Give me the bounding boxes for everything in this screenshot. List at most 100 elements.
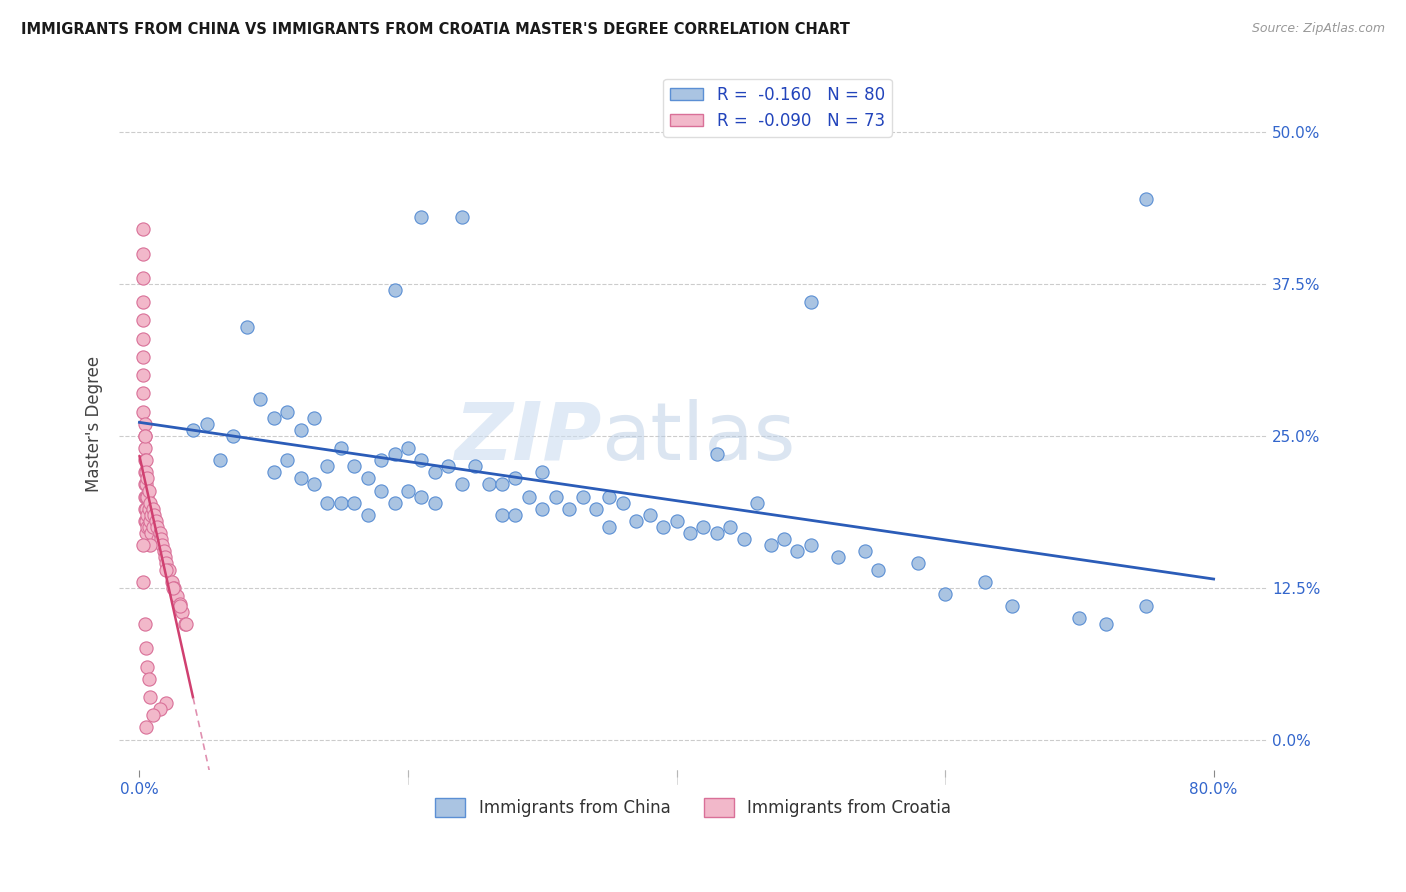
Point — [773, 532, 796, 546]
Point — [827, 550, 849, 565]
Point — [142, 708, 165, 723]
Point — [706, 526, 728, 541]
Point — [134, 429, 156, 443]
Point — [155, 562, 177, 576]
Point — [800, 538, 823, 552]
Point — [139, 496, 162, 510]
Point — [598, 490, 620, 504]
Point — [153, 550, 176, 565]
Text: Source: ZipAtlas.com: Source: ZipAtlas.com — [1251, 22, 1385, 36]
Point — [139, 538, 162, 552]
Point — [491, 477, 513, 491]
Point — [139, 514, 162, 528]
Point — [136, 471, 159, 485]
Point — [132, 404, 155, 418]
Point — [477, 477, 499, 491]
Point — [136, 659, 159, 673]
Point — [665, 514, 688, 528]
Point — [135, 477, 157, 491]
Point — [934, 587, 956, 601]
Point — [450, 210, 472, 224]
Point — [162, 581, 184, 595]
Point — [384, 496, 406, 510]
Point — [138, 501, 160, 516]
Point — [571, 490, 593, 504]
Point — [166, 589, 188, 603]
Point — [142, 501, 165, 516]
Point — [160, 574, 183, 589]
Point — [172, 605, 194, 619]
Point — [396, 483, 419, 498]
Point — [134, 429, 156, 443]
Point — [343, 496, 366, 510]
Point — [396, 441, 419, 455]
Point — [276, 404, 298, 418]
Point — [222, 429, 245, 443]
Point — [149, 532, 172, 546]
Point — [135, 721, 157, 735]
Point — [343, 459, 366, 474]
Point — [135, 526, 157, 541]
Point — [411, 210, 433, 224]
Point — [135, 490, 157, 504]
Point — [1095, 617, 1118, 632]
Point — [505, 508, 527, 522]
Point — [169, 599, 191, 613]
Point — [531, 466, 554, 480]
Point — [357, 471, 380, 485]
Point — [316, 496, 339, 510]
Point — [263, 466, 285, 480]
Point — [786, 544, 808, 558]
Point — [517, 490, 540, 504]
Point — [866, 562, 889, 576]
Point — [384, 283, 406, 297]
Point — [135, 501, 157, 516]
Point — [357, 508, 380, 522]
Point — [290, 423, 312, 437]
Point — [411, 453, 433, 467]
Point — [132, 271, 155, 285]
Point — [800, 295, 823, 310]
Point — [745, 496, 768, 510]
Point — [437, 459, 460, 474]
Point — [132, 386, 155, 401]
Point — [626, 514, 648, 528]
Point — [138, 520, 160, 534]
Point — [236, 319, 259, 334]
Y-axis label: Master's Degree: Master's Degree — [86, 356, 103, 491]
Point — [134, 477, 156, 491]
Point — [263, 410, 285, 425]
Point — [384, 447, 406, 461]
Point — [316, 459, 339, 474]
Point — [423, 466, 446, 480]
Point — [176, 617, 198, 632]
Point — [150, 538, 173, 552]
Point — [134, 617, 156, 632]
Point — [157, 562, 180, 576]
Point — [692, 520, 714, 534]
Point — [142, 520, 165, 534]
Point — [145, 514, 167, 528]
Point — [181, 423, 204, 437]
Point — [141, 526, 163, 541]
Point — [531, 501, 554, 516]
Point — [134, 466, 156, 480]
Point — [132, 313, 155, 327]
Point — [718, 520, 741, 534]
Point — [132, 246, 155, 260]
Point — [135, 453, 157, 467]
Point — [132, 350, 155, 364]
Point — [136, 490, 159, 504]
Point — [585, 501, 607, 516]
Point — [853, 544, 876, 558]
Point — [132, 368, 155, 383]
Point — [163, 581, 186, 595]
Point — [146, 520, 169, 534]
Point — [139, 690, 162, 704]
Point — [733, 532, 755, 546]
Point — [143, 508, 166, 522]
Point — [136, 520, 159, 534]
Point — [132, 222, 155, 236]
Point — [132, 574, 155, 589]
Text: ZIP: ZIP — [454, 399, 602, 476]
